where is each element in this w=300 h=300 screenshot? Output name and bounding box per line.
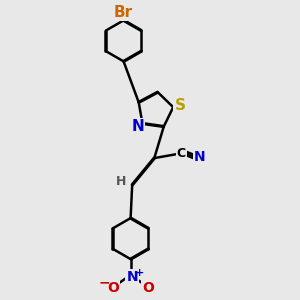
Text: N: N	[126, 271, 138, 284]
Text: N: N	[131, 119, 144, 134]
Text: O: O	[142, 280, 154, 295]
Text: −: −	[99, 275, 110, 289]
Text: Br: Br	[114, 5, 133, 20]
Text: N: N	[194, 149, 205, 164]
Text: S: S	[175, 98, 186, 113]
Text: C: C	[177, 147, 186, 160]
Text: O: O	[107, 280, 119, 295]
Text: H: H	[116, 175, 126, 188]
Text: +: +	[135, 268, 144, 278]
